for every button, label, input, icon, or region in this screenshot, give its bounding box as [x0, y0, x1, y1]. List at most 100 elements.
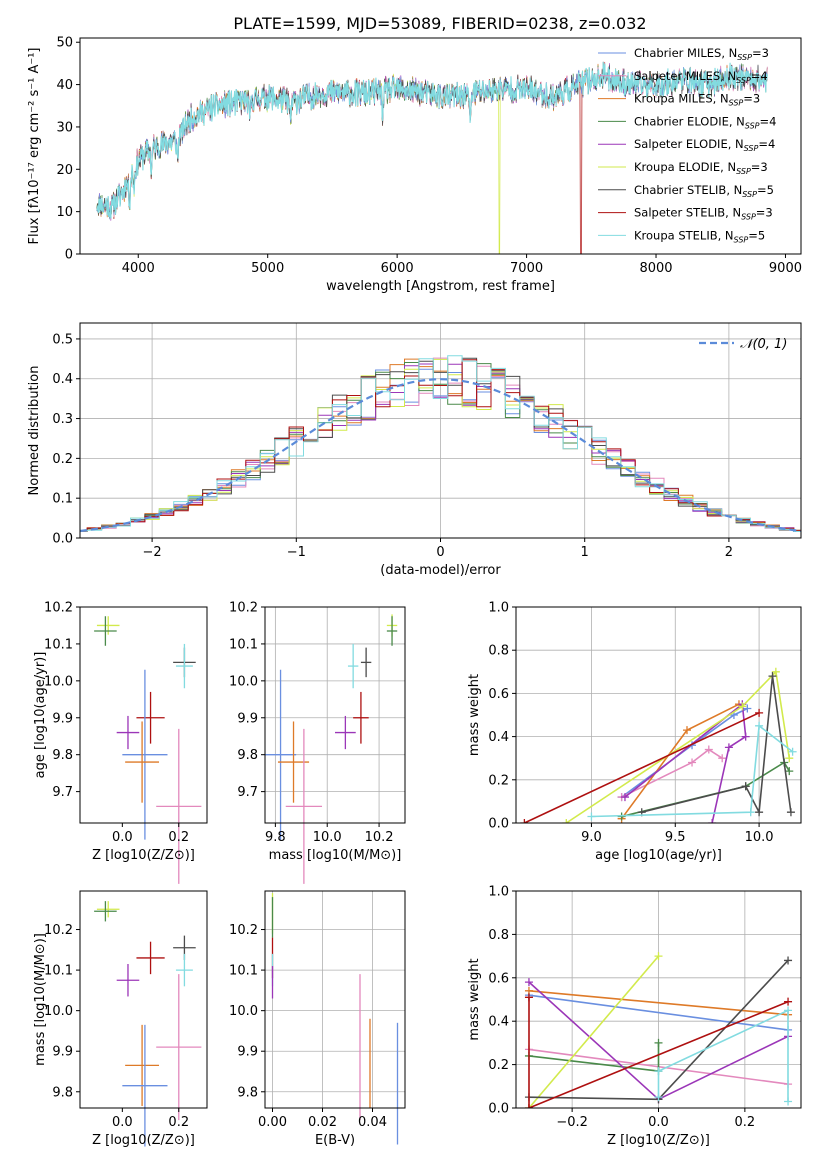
axes-frame	[264, 606, 406, 824]
x-tick-label: 10.0	[745, 830, 774, 845]
weight-marker	[724, 743, 733, 752]
errorbar-point	[156, 728, 202, 884]
y-tick-label: 0	[65, 248, 73, 263]
y-tick-label: 30	[56, 120, 73, 135]
legend: Chabrier MILES, NSSP=3 Salpeter MILES, NS…	[598, 46, 776, 244]
y-tick-label: 9.9	[237, 1045, 258, 1060]
legend-entry: 𝒩(0, 1)	[740, 337, 787, 352]
plot-area	[94, 616, 202, 884]
legend-entry: Salpeter ELODIE, NSSP=4	[634, 137, 775, 153]
y-tick-label: 40	[56, 78, 73, 93]
histogram-chabrier-miles	[80, 368, 801, 532]
errorbar-point	[116, 964, 140, 997]
legend-entry: Kroupa STELIB, NSSP=5	[634, 228, 765, 244]
legend-entry: Chabrier STELIB, NSSP=5	[634, 183, 774, 199]
weight-marker	[746, 808, 755, 817]
legend-entry: Kroupa MILES, NSSP=3	[634, 92, 760, 108]
y-axis-label: Flux [fλ10⁻¹⁷ erg cm⁻² s⁻¹ A⁻¹]	[27, 48, 42, 245]
x-tick-label: −0.2	[556, 1115, 588, 1130]
x-tick-label: 0	[436, 545, 444, 560]
weight-marker	[768, 672, 777, 681]
plot-area	[265, 614, 398, 884]
histogram-kroupa-miles	[80, 358, 801, 532]
panel-5: 9.0 9.5 10.0 0.0 0.2 0.4 0.6 0.8 1.0 age [log10(a…	[467, 601, 802, 863]
weight-marker	[784, 1097, 793, 1106]
x-axis-label: mass [log10(M/M⊙)]	[269, 848, 402, 863]
y-tick-label: 9.9	[52, 1045, 73, 1060]
y-axis-label: age [log10(age/yr)]	[33, 652, 48, 779]
errorbar-point	[122, 1024, 168, 1147]
weight-marker	[688, 758, 697, 767]
y-tick-label: 9.8	[52, 748, 73, 763]
x-tick-label: 10.2	[365, 830, 394, 845]
x-tick-label: 5000	[251, 261, 284, 276]
weight-marker	[708, 819, 717, 823]
y-tick-label: 9.7	[52, 785, 73, 800]
x-tick-label: −2	[143, 545, 162, 560]
weight-line-salpeter-stelib	[528, 997, 789, 1108]
errorbar-point	[116, 715, 140, 750]
weight-marker	[654, 1093, 663, 1102]
errorbar-point	[265, 669, 297, 840]
weight-line-chabrier-stelib	[641, 675, 792, 815]
weight-marker	[755, 808, 764, 817]
errorbar-point	[136, 941, 165, 975]
x-tick-label: 0.04	[358, 1115, 387, 1130]
y-tick-label: 10.2	[44, 601, 73, 616]
y-tick-label: 0.0	[488, 1102, 509, 1117]
x-tick-label: 1	[581, 545, 589, 560]
y-tick-label: 10.1	[229, 964, 258, 979]
y-tick-label: 10.1	[229, 637, 258, 652]
panels: 4000 5000 6000 7000 8000 900001020304050wavel…	[27, 36, 802, 1148]
weight-line-chabrier-elodie	[528, 1042, 660, 1072]
figure-title: PLATE=1599, MJD=53089, FIBERID=0238, z=0…	[233, 14, 646, 33]
x-tick-label: 0.00	[258, 1115, 287, 1130]
weight-marker	[520, 819, 529, 823]
weight-marker	[755, 721, 764, 730]
y-tick-label: 10.0	[229, 674, 258, 689]
x-tick-label: 0.0	[112, 1115, 133, 1130]
y-tick-label: 10.2	[229, 601, 258, 616]
weight-marker	[785, 754, 794, 763]
errorbar-point	[125, 721, 160, 803]
y-tick-label: 0.6	[488, 971, 509, 986]
weight-line-salpeter-stelib	[524, 712, 760, 823]
y-tick-label: 0.3	[52, 412, 73, 427]
x-tick-label: −1	[287, 545, 306, 560]
y-tick-label: 10.0	[229, 1004, 258, 1019]
x-axis-label: Z [log10(Z/Z⊙)]	[92, 848, 195, 863]
weight-marker	[755, 708, 764, 717]
weight-marker	[718, 754, 727, 763]
histogram-salpeter-stelib	[80, 359, 801, 532]
y-tick-label: 9.9	[52, 711, 73, 726]
weight-marker	[784, 956, 793, 965]
y-tick-label: 0.4	[52, 372, 73, 387]
x-axis-label: wavelength [Angstrom, rest frame]	[326, 279, 555, 294]
x-tick-label: 0.2	[735, 1115, 756, 1130]
x-tick-label: 2	[725, 545, 733, 560]
x-axis-label: Z [log10(Z/Z⊙)]	[607, 1133, 710, 1148]
normal-curve	[80, 378, 801, 533]
plot-area	[524, 952, 793, 1108]
weight-line-kroupa-miles	[528, 990, 789, 1016]
y-tick-label: 0.6	[488, 687, 509, 702]
weight-line-chabrier-miles	[528, 994, 789, 1031]
weight-marker	[771, 667, 780, 676]
y-tick-label: 1.0	[488, 885, 509, 900]
x-axis-label: Z [log10(Z/Z⊙)]	[92, 1133, 195, 1148]
weight-marker	[741, 782, 750, 791]
histogram-chabrier-stelib	[80, 357, 801, 532]
axes-frame	[79, 606, 208, 824]
axes-frame	[264, 890, 406, 1109]
x-tick-label: 9000	[769, 261, 802, 276]
weight-marker	[524, 978, 533, 987]
y-tick-label: 0.4	[488, 730, 509, 745]
x-tick-label: 0.0	[112, 830, 133, 845]
weight-marker	[788, 747, 797, 756]
panel-6: 0.0 0.2 9.8 9.9 10.0 10.1 10.2 Z [log10(Z/Z⊙)] m…	[33, 890, 208, 1148]
y-tick-label: 0.2	[488, 773, 509, 788]
x-tick-label: 9.8	[265, 830, 286, 845]
errorbar-point	[175, 643, 193, 689]
y-tick-label: 0.2	[488, 1058, 509, 1073]
y-tick-label: 0.8	[488, 644, 509, 659]
